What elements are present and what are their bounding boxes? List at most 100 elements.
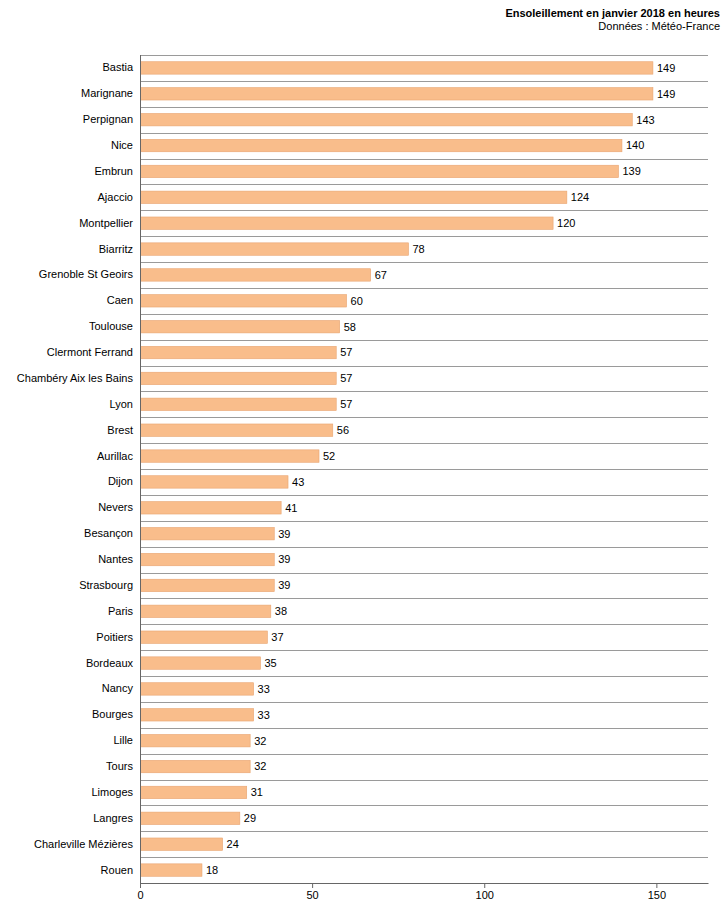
- data-label: 58: [344, 321, 356, 333]
- y-tick-label: Grenoble St Geoirs: [39, 268, 134, 280]
- row-separator: [140, 598, 708, 599]
- data-label: 24: [227, 838, 239, 850]
- data-label: 39: [278, 528, 290, 540]
- bar: [140, 217, 553, 229]
- y-tick: Biarritz: [99, 243, 140, 255]
- y-tick: Chambéry Aix les Bains: [17, 372, 140, 384]
- y-tick: Clermont Ferrand: [47, 346, 140, 358]
- data-label: 52: [323, 450, 335, 462]
- y-tick-label: Ajaccio: [98, 191, 133, 203]
- data-label: 56: [337, 424, 349, 436]
- data-label: 37: [271, 631, 283, 643]
- row-separator: [140, 521, 708, 522]
- bar: [140, 476, 288, 488]
- bar: [140, 579, 274, 591]
- row-separator: [140, 805, 708, 806]
- data-label: 140: [626, 139, 644, 151]
- data-label: 18: [206, 864, 218, 876]
- bar: [140, 502, 281, 514]
- row-separator: [140, 547, 708, 548]
- data-label: 120: [557, 217, 575, 229]
- bar: [140, 139, 622, 151]
- y-tick-label: Caen: [107, 294, 133, 306]
- y-tick-label: Clermont Ferrand: [47, 346, 133, 358]
- bar: [140, 786, 247, 798]
- y-tick-label: Poitiers: [96, 631, 133, 643]
- x-tick: 50: [306, 883, 318, 901]
- y-tick-label: Nantes: [98, 553, 133, 565]
- bar: [140, 346, 336, 358]
- bar: [140, 320, 340, 332]
- data-label: 43: [292, 476, 304, 488]
- y-tick: Lille: [113, 734, 140, 746]
- y-tick-label: Biarritz: [99, 243, 133, 255]
- y-tick: Nice: [111, 139, 140, 151]
- row-separator: [140, 728, 708, 729]
- y-tick: Charleville Mézières: [34, 838, 140, 850]
- y-tick: Brest: [107, 424, 140, 436]
- y-tick-label: Bordeaux: [86, 657, 134, 669]
- data-label: 67: [375, 269, 387, 281]
- row-separator: [140, 391, 708, 392]
- grid: [140, 56, 708, 884]
- y-tick-label: Lille: [113, 734, 133, 746]
- y-tick: Marignane: [81, 87, 140, 99]
- y-tick-label: Aurillac: [97, 450, 134, 462]
- y-tick: Besançon: [84, 527, 140, 539]
- data-label: 57: [340, 372, 352, 384]
- data-label: 149: [657, 88, 675, 100]
- row-separator: [140, 107, 708, 108]
- bar: [140, 864, 202, 876]
- y-axis: BastiaMarignanePerpignanNiceEmbrunAjacci…: [17, 55, 141, 883]
- y-tick: Rouen: [101, 864, 140, 876]
- row-separator: [140, 159, 708, 160]
- x-tick-mark: [484, 883, 485, 888]
- y-tick: Nantes: [98, 553, 140, 565]
- y-tick: Nevers: [98, 501, 140, 513]
- row-separator: [140, 754, 708, 755]
- bar: [140, 553, 274, 565]
- bar: [140, 424, 333, 436]
- row-separator: [140, 624, 708, 625]
- row-separator: [140, 210, 708, 211]
- row-separator: [140, 81, 708, 82]
- y-tick-label: Nancy: [102, 682, 134, 694]
- y-tick: Tours: [106, 760, 140, 772]
- y-tick-label: Paris: [108, 605, 134, 617]
- y-tick-label: Langres: [93, 812, 133, 824]
- x-tick-mark: [140, 883, 141, 888]
- bar: [140, 450, 319, 462]
- row-separator: [140, 184, 708, 185]
- row-separator: [140, 288, 708, 289]
- y-tick-label: Limoges: [91, 786, 133, 798]
- y-tick: Langres: [93, 812, 140, 824]
- row-separator: [140, 55, 708, 56]
- data-label: 57: [340, 398, 352, 410]
- data-label: 78: [413, 243, 425, 255]
- x-tick: 0: [137, 883, 143, 901]
- data-label: 57: [340, 346, 352, 358]
- row-separator: [140, 831, 708, 832]
- row-separator: [140, 443, 708, 444]
- y-tick: Lyon: [110, 398, 140, 410]
- bar: [140, 295, 347, 307]
- data-label: 124: [571, 191, 589, 203]
- y-tick-label: Dijon: [108, 475, 133, 487]
- x-tick: 100: [476, 883, 494, 901]
- x-axis: 050100150: [137, 883, 708, 901]
- row-separator: [140, 676, 708, 677]
- bar: [140, 191, 567, 203]
- bar: [140, 269, 371, 281]
- row-separator: [140, 314, 708, 315]
- y-tick: Grenoble St Geoirs: [39, 268, 140, 280]
- data-label: 33: [258, 683, 270, 695]
- row-separator: [140, 883, 708, 884]
- y-tick: Nancy: [102, 682, 140, 694]
- data-label: 60: [351, 295, 363, 307]
- data-label: 41: [285, 502, 297, 514]
- bar: [140, 372, 336, 384]
- y-tick-label: Nevers: [98, 501, 133, 513]
- bar: [140, 88, 653, 100]
- y-axis-line: [140, 55, 141, 883]
- y-tick-label: Besançon: [84, 527, 133, 539]
